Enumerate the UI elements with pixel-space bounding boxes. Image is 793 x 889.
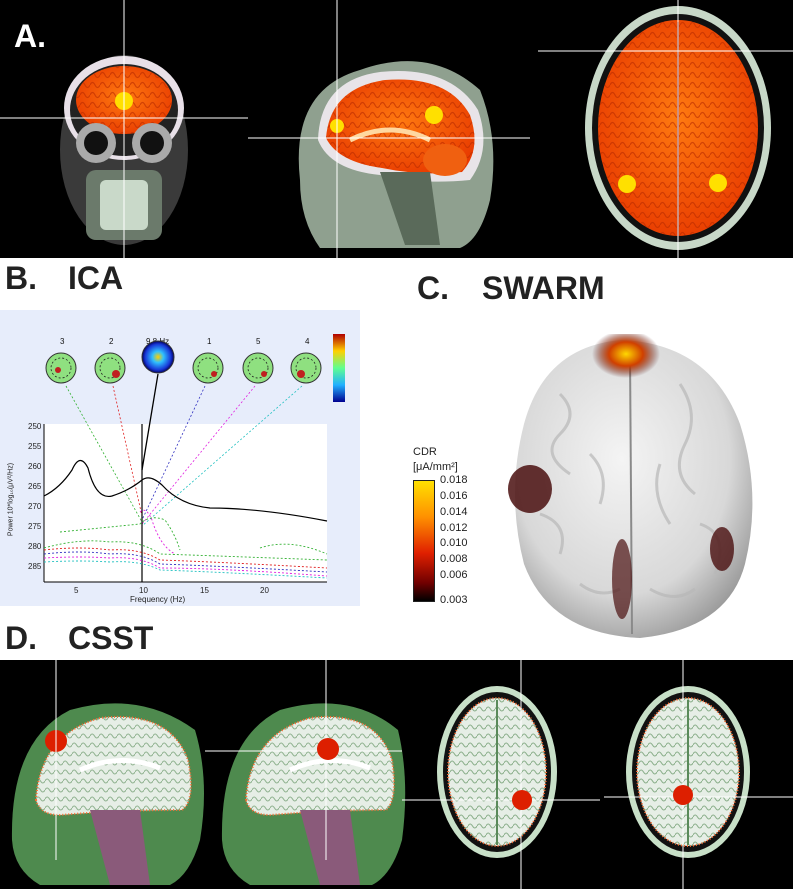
crosshair-lines [0,0,793,258]
source-marker [317,738,339,760]
component-connectors [65,385,303,527]
colorbar-tick: 0.006 [440,569,468,581]
y-tick: 280 [28,542,42,551]
cdr-colorbar-ticks: 0.018 0.016 0.014 0.012 0.010 0.008 0.00… [440,474,480,606]
panel-b-title: ICA [68,260,124,296]
scalp-map [242,352,274,384]
scalp-maps [45,340,322,384]
x-tick: 10 [139,586,148,595]
y-tick: 250 [28,422,42,431]
component-label: 1 [207,337,212,346]
axial-view-2 [604,660,793,889]
ica-graphics [43,334,345,583]
scalp-map [192,352,224,384]
x-tick-labels: 5 10 15 20 [0,586,360,596]
component-label: 2 [109,337,114,346]
component-label: 5 [256,337,261,346]
y-tick: 270 [28,502,42,511]
colorbar-tick: 0.010 [440,537,468,549]
x-tick: 5 [74,586,79,595]
hotspot-marker [425,106,443,124]
y-tick: 260 [28,462,42,471]
scalp-map [45,352,77,384]
panel-c-label: C. [417,270,449,306]
y-tick: 255 [28,442,42,451]
panel-d-title: CSST [68,620,154,656]
ica-figure: 3 2 9.8 Hz 1 5 4 [0,310,360,606]
y-tick: 285 [28,562,42,571]
colorbar-tick: 0.016 [440,490,468,502]
cdr-colorbar [413,480,435,602]
y-axis-label: Power 10*log₁₀(μV²/Hz) [7,462,15,537]
y-tick-labels: 250 255 260 265 270 275 280 285 [28,422,44,582]
x-tick: 15 [200,586,209,595]
y-tick: 265 [28,482,42,491]
component-label: 4 [305,337,310,346]
panel-b-label: B. [5,260,37,296]
sagittal-view [298,61,494,248]
hotspot-marker [709,174,727,192]
scalp-map [141,340,175,374]
swarm-brain-render [508,334,753,638]
panel-c-title: SWARM [482,270,605,306]
source-marker [673,785,693,805]
colorbar-tick: 0.008 [440,553,468,565]
spectrum-plot-area [44,424,327,582]
panel-a-background: A. [0,0,793,258]
colorbar-tick: 0.012 [440,522,468,534]
hotspot-marker [618,175,636,193]
spectrum-curve [43,459,328,522]
x-axis-label: Frequency (Hz) [130,595,186,604]
y-tick: 275 [28,522,42,531]
source-marker [512,790,532,810]
panel-d-mri-views [11,660,793,889]
cdr-colorbar-unit: [μA/mm²] [413,461,458,473]
colorbar-tick: 0.003 [440,594,468,606]
cdr-colorbar-title: CDR [413,446,437,458]
panel-d-label: D. [5,620,37,656]
sagittal-view-2 [205,660,406,885]
x-tick: 20 [260,586,269,595]
panel-a-mri-views [0,0,793,258]
scalp-map [94,352,126,384]
sagittal-view-1 [11,660,204,885]
colorbar-tick: 0.014 [440,506,468,518]
component-label: 3 [60,337,65,346]
panel-d-background [0,660,793,889]
panel-a-label: A. [14,18,46,54]
ica-colorbar [333,334,345,402]
axial-view-1 [402,660,600,889]
scalp-map [290,352,322,384]
colorbar-tick: 0.018 [440,474,468,486]
